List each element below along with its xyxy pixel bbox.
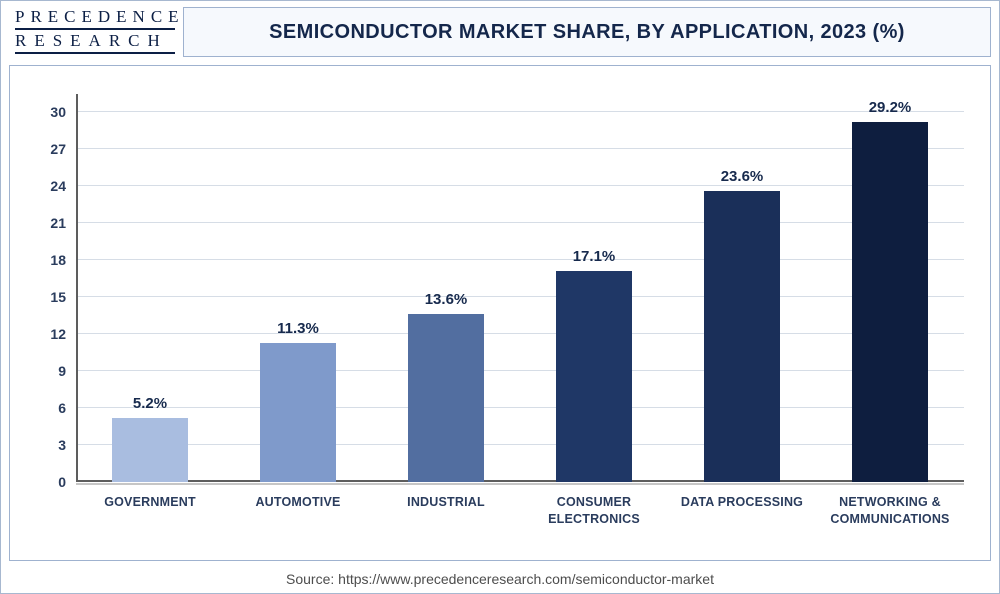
x-tick-label: INDUSTRIAL: [372, 488, 520, 550]
logo-line-2: RESEARCH: [15, 28, 175, 54]
chart-title: SEMICONDUCTOR MARKET SHARE, BY APPLICATI…: [269, 21, 905, 44]
plot-area: 036912151821242730 5.2%11.3%13.6%17.1%23…: [76, 94, 964, 482]
bar-column: 29.2%: [816, 94, 964, 482]
bar-value-label: 5.2%: [133, 395, 167, 418]
y-tick-label: 24: [20, 178, 76, 194]
x-tick-label: DATA PROCESSING: [668, 488, 816, 550]
bar-column: 13.6%: [372, 94, 520, 482]
bar-column: 23.6%: [668, 94, 816, 482]
x-tick-label: NETWORKING &COMMUNICATIONS: [816, 488, 964, 550]
y-tick-label: 21: [20, 215, 76, 231]
bar-value-label: 11.3%: [277, 320, 319, 343]
title-bar: SEMICONDUCTOR MARKET SHARE, BY APPLICATI…: [183, 7, 991, 57]
y-tick-label: 30: [20, 104, 76, 120]
y-tick-label: 9: [20, 363, 76, 379]
y-tick-label: 6: [20, 400, 76, 416]
bar-column: 17.1%: [520, 94, 668, 482]
bar: 11.3%: [260, 343, 337, 482]
bar: 23.6%: [704, 191, 781, 482]
x-tick-label: AUTOMOTIVE: [224, 488, 372, 550]
y-tick-label: 12: [20, 326, 76, 342]
y-tick-label: 15: [20, 289, 76, 305]
bar-value-label: 17.1%: [573, 248, 616, 271]
bar: 17.1%: [556, 271, 633, 482]
bar-value-label: 29.2%: [869, 99, 912, 122]
bar: 13.6%: [408, 314, 485, 482]
y-tick-label: 0: [20, 474, 76, 490]
logo-line-1: PRECEDENCE: [15, 7, 175, 27]
chart-card: PRECEDENCE RESEARCH SEMICONDUCTOR MARKET…: [0, 0, 1000, 594]
chart-frame: 0 3 6 9 12 15 18 21 24 27 30 5.2% 11.3% 13.6% 17.1% 23…: [9, 65, 991, 561]
bar-column: 5.2%: [76, 94, 224, 482]
x-labels: GOVERNMENTAUTOMOTIVEINDUSTRIALCONSUMEREL…: [76, 488, 964, 550]
y-tick-label: 3: [20, 437, 76, 453]
bar-value-label: 13.6%: [425, 291, 468, 314]
y-tick-label: 27: [20, 141, 76, 157]
brand-logo: PRECEDENCE RESEARCH: [15, 7, 175, 54]
x-tick-label: CONSUMERELECTRONICS: [520, 488, 668, 550]
bar-column: 11.3%: [224, 94, 372, 482]
source-line: Source: https://www.precedenceresearch.c…: [1, 571, 999, 587]
bar-value-label: 23.6%: [721, 168, 764, 191]
x-tick-label: GOVERNMENT: [76, 488, 224, 550]
y-tick-label: 18: [20, 252, 76, 268]
bar: 29.2%: [852, 122, 929, 482]
bar: 5.2%: [112, 418, 189, 482]
x-axis-shadow: [76, 483, 964, 485]
bars-container: 5.2% 11.3% 13.6% 17.1% 23.6% 29.2%: [76, 94, 964, 482]
